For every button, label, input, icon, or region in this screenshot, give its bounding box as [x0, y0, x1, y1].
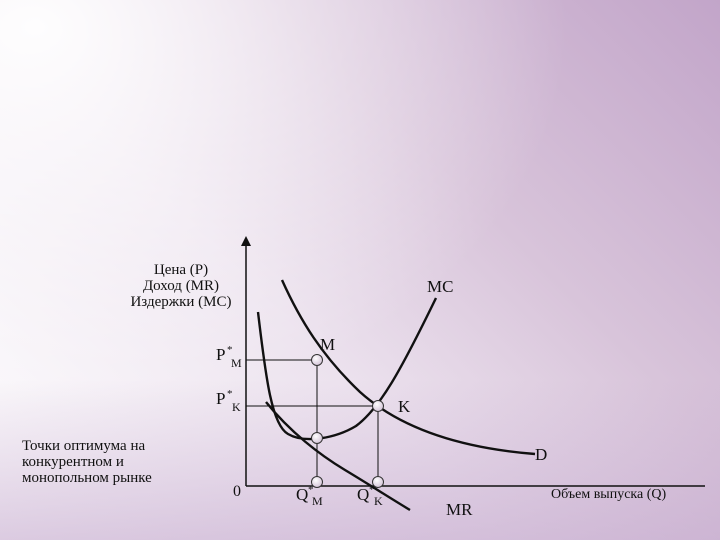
caption-line-2: конкурентном и [22, 454, 124, 470]
background-shade [0, 380, 720, 540]
tick-pk-main: P [216, 389, 225, 408]
tick-qm-main: Q [296, 485, 308, 504]
x-axis-title: Объем выпуска (Q) [551, 487, 666, 502]
y-axis-title-line-price: Цена (P) [153, 262, 209, 278]
caption-line-3: монопольном рынке [22, 470, 152, 486]
tick-pm-sup: * [227, 344, 233, 356]
demand-label: D [535, 445, 547, 464]
y-axis-title: Цена (P) Доход (MR) Издержки (MC) [118, 262, 244, 310]
point-mr-mc-intersection [311, 432, 323, 444]
point-k-label: K [398, 397, 411, 416]
tick-pk-sub: K [232, 400, 241, 414]
tick-qk-sup: * [369, 484, 375, 496]
point-m-label: M [320, 335, 335, 354]
tick-qk-sub: K [374, 494, 383, 508]
tick-label-qk: Q * K [357, 484, 383, 508]
origin-label: 0 [233, 483, 241, 500]
point-m [311, 354, 323, 366]
y-axis-arrow [241, 236, 251, 246]
diagram-caption: Точки оптимума на конкурентном и монопол… [22, 438, 212, 486]
y-axis-title-line-revenue: Доход (MR) [142, 278, 220, 294]
mr-label: MR [446, 500, 473, 519]
tick-pk-sup: * [227, 388, 233, 400]
tick-label-pm: P * M [216, 344, 242, 370]
tick-label-pk: P * K [216, 388, 241, 414]
tick-label-qm: Q * M [296, 484, 323, 508]
caption-line-1: Точки оптимума на [22, 438, 146, 454]
mc-label: MC [427, 277, 453, 296]
tick-qm-sup: * [308, 484, 314, 496]
tick-qm-sub: M [312, 494, 323, 508]
mr-curve [265, 401, 411, 512]
y-axis-title-line-costs: Издержки (MC) [130, 294, 232, 310]
tick-qk-main: Q [357, 485, 369, 504]
tick-pm-sub: M [231, 356, 242, 370]
point-qk-on-axis [372, 476, 384, 488]
demand-curve [280, 279, 536, 456]
mc-curve [256, 297, 438, 441]
tick-pm-main: P [216, 345, 225, 364]
point-qm-on-axis [311, 476, 323, 488]
point-k [372, 400, 384, 412]
